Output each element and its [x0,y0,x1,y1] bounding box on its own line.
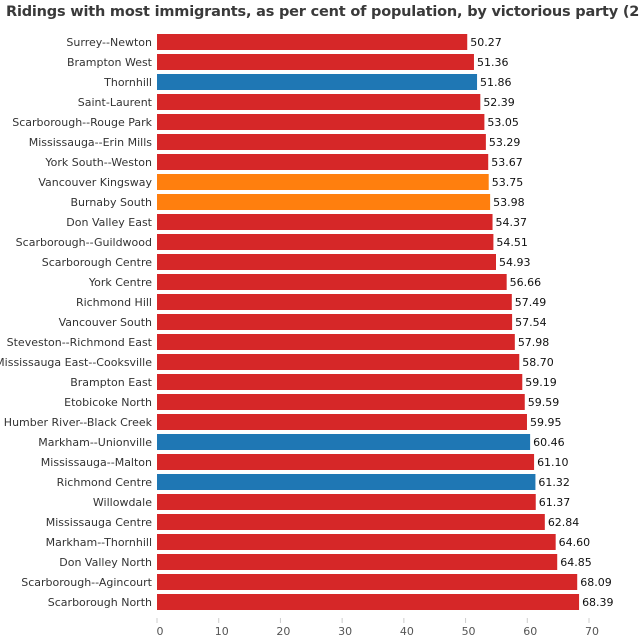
bar [157,114,485,130]
bar [157,574,578,590]
bar [157,314,513,330]
category-label: Vancouver Kingsway [38,176,152,189]
value-label: 53.67 [491,156,523,169]
category-label: Scarborough--Rouge Park [12,116,152,129]
value-label: 68.39 [582,596,614,609]
bar [157,354,520,370]
bar [157,414,527,430]
bar [157,374,523,390]
tick-label: 0 [157,625,164,638]
category-label: Vancouver South [59,316,152,329]
value-label: 61.32 [538,476,570,489]
category-label: Steveston--Richmond East [7,336,153,349]
value-label: 50.27 [470,36,502,49]
category-label: Thornhill [103,76,152,89]
category-label: Surrey--Newton [66,36,152,49]
category-label: York Centre [88,276,152,289]
category-label: Markham--Thornhill [46,536,152,549]
bar [157,534,556,550]
category-label: Richmond Hill [76,296,152,309]
value-label: 54.93 [499,256,531,269]
bar [157,134,486,150]
value-label: 59.19 [525,376,557,389]
category-label: Mississauga East--Cooksville [0,356,152,369]
category-label: Don Valley East [66,216,152,229]
tick-label: 30 [338,625,352,638]
bar [157,394,525,410]
tick-label: 40 [400,625,414,638]
tick-label: 70 [585,625,599,638]
value-label: 68.09 [580,576,612,589]
value-label: 57.49 [515,296,547,309]
category-label: York South--Weston [44,156,152,169]
category-label: Mississauga Centre [46,516,152,529]
bar [157,334,515,350]
bar [157,274,507,290]
value-label: 61.37 [539,496,571,509]
value-label: 51.86 [480,76,512,89]
category-label: Scarborough Centre [42,256,152,269]
value-label: 62.84 [548,516,580,529]
bar [157,214,493,230]
bar [157,494,536,510]
category-label: Humber River--Black Creek [4,416,153,429]
category-label: Burnaby South [70,196,152,209]
value-label: 53.75 [492,176,524,189]
bar [157,54,474,70]
chart-title: Ridings with most immigrants, as per cen… [6,4,639,20]
category-label: Willowdale [93,496,152,509]
value-label: 52.39 [483,96,515,109]
value-label: 57.98 [518,336,550,349]
bar [157,514,545,530]
bar [157,94,481,110]
value-label: 64.60 [559,536,591,549]
category-label: Etobicoke North [64,396,152,409]
value-label: 60.46 [533,436,565,449]
tick-label: 50 [462,625,476,638]
category-label: Markham--Unionville [38,436,152,449]
category-label: Scarborough North [48,596,152,609]
bar [157,234,494,250]
bar [157,254,496,270]
value-label: 59.95 [530,416,562,429]
category-label: Saint-Laurent [78,96,153,109]
value-label: 61.10 [537,456,569,469]
value-label: 54.37 [496,216,527,229]
tick-label: 10 [215,625,229,638]
bar [157,594,580,610]
category-label: Don Valley North [59,556,152,569]
bar [157,194,491,210]
tick-label: 20 [276,625,290,638]
value-label: 53.98 [493,196,525,209]
bar [157,74,478,90]
category-label: Brampton West [67,56,153,69]
category-label: Scarborough--Agincourt [21,576,152,589]
bar [157,454,535,470]
bar [157,434,531,450]
bar [157,554,558,570]
bar [157,174,489,190]
value-label: 64.85 [560,556,592,569]
value-label: 54.51 [496,236,527,249]
value-label: 51.36 [477,56,509,69]
category-label: Mississauga--Erin Mills [29,136,153,149]
category-label: Richmond Centre [57,476,153,489]
bar [157,34,468,50]
category-label: Scarborough--Guildwood [16,236,152,249]
value-label: 57.54 [515,316,547,329]
category-label: Mississauga--Malton [41,456,152,469]
value-label: 59.59 [528,396,560,409]
value-label: 56.66 [510,276,542,289]
value-label: 58.70 [522,356,554,369]
tick-label: 60 [523,625,537,638]
value-label: 53.29 [489,136,521,149]
bar [157,294,512,310]
value-label: 53.05 [487,116,519,129]
bar [157,474,536,490]
bar [157,154,489,170]
category-label: Brampton East [70,376,152,389]
